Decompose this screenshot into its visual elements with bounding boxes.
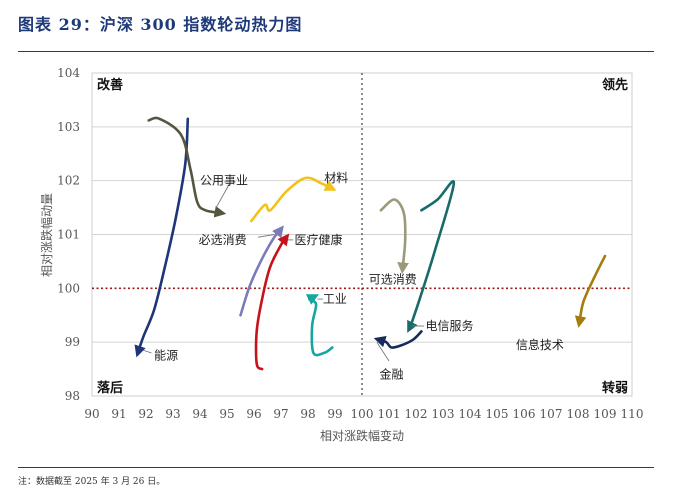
x-tick-label: 98 <box>300 407 315 421</box>
series-label: 可选消费 <box>369 273 417 287</box>
x-tick-label: 95 <box>219 407 234 421</box>
quadrant-label-top-right: 领先 <box>602 77 628 93</box>
x-tick-label: 102 <box>405 407 428 421</box>
x-axis-ticks: 90 91 92 93 94 95 96 97 98 99 100 101 102 103 104 105 10… <box>84 407 643 421</box>
x-tick-label: 96 <box>246 407 261 421</box>
series-line-0 <box>134 117 190 358</box>
x-tick-label: 108 <box>567 407 590 421</box>
x-tick-label: 99 <box>327 407 342 421</box>
quadrant-label-bottom-left: 落后 <box>97 380 123 396</box>
data-note: 注：数据截至 2025 年 3 月 26 日。 <box>18 477 166 487</box>
x-tick-label: 92 <box>138 407 153 421</box>
y-tick-label: 104 <box>57 66 80 80</box>
x-tick-label: 97 <box>273 407 288 421</box>
label-leader-line <box>215 183 231 208</box>
x-axis-label: 相对涨跌幅变动 <box>320 428 404 443</box>
x-tick-label: 104 <box>459 407 482 421</box>
series-line-9 <box>574 254 607 328</box>
x-tick-label: 91 <box>111 407 126 421</box>
series-label: 必选消费 <box>199 233 247 247</box>
x-tick-label: 100 <box>351 407 374 421</box>
x-tick-label: 103 <box>432 407 455 421</box>
x-tick-label: 94 <box>192 407 208 421</box>
series-label: 医疗健康 <box>295 232 343 247</box>
y-tick-label: 99 <box>65 335 80 349</box>
series-label: 电信服务 <box>425 318 473 333</box>
x-tick-label: 105 <box>486 407 509 421</box>
x-tick-label: 107 <box>540 407 563 421</box>
series-line-7 <box>407 180 456 333</box>
y-tick-label: 101 <box>57 228 80 242</box>
x-tick-label: 90 <box>84 407 99 421</box>
title-divider <box>18 51 654 52</box>
quadrant-label-top-left: 改善 <box>97 77 123 93</box>
y-tick-label: 98 <box>65 389 80 403</box>
figure-title: 图表 29：沪深 300 指数轮动热力图 <box>18 15 303 34</box>
series-line-2 <box>250 176 337 223</box>
series-line-8 <box>373 330 423 349</box>
series-line-6 <box>379 198 409 275</box>
series-label: 公用事业 <box>200 174 248 188</box>
label-leader-line <box>143 349 152 354</box>
series-label: 信息技术 <box>516 337 564 352</box>
y-tick-label: 100 <box>57 281 80 295</box>
series-trajectories <box>134 116 607 371</box>
series-label: 工业 <box>323 292 347 306</box>
series-line-4 <box>254 233 290 371</box>
y-axis-label: 相对涨跌幅动量 <box>39 193 54 277</box>
y-axis-ticks: 98 99 100 101 102 103 104 <box>57 66 80 403</box>
x-tick-label: 93 <box>165 407 180 421</box>
x-tick-label: 109 <box>594 407 617 421</box>
series-label: 能源 <box>154 349 178 363</box>
y-tick-label: 102 <box>57 174 80 188</box>
series-label: 材料 <box>324 171 348 185</box>
reference-lines <box>92 73 632 396</box>
label-leader-line <box>257 234 275 238</box>
series-label: 金融 <box>380 366 404 381</box>
x-tick-label: 101 <box>378 407 401 421</box>
series-line-5 <box>305 294 334 357</box>
footer-divider <box>18 467 654 468</box>
y-tick-label: 103 <box>57 120 80 134</box>
series-line-3 <box>239 225 284 317</box>
series-line-1 <box>147 116 227 218</box>
x-tick-label: 110 <box>621 407 644 421</box>
x-tick-label: 106 <box>513 407 536 421</box>
quadrant-label-bottom-right: 转弱 <box>602 380 628 396</box>
label-leader-line <box>376 341 390 362</box>
